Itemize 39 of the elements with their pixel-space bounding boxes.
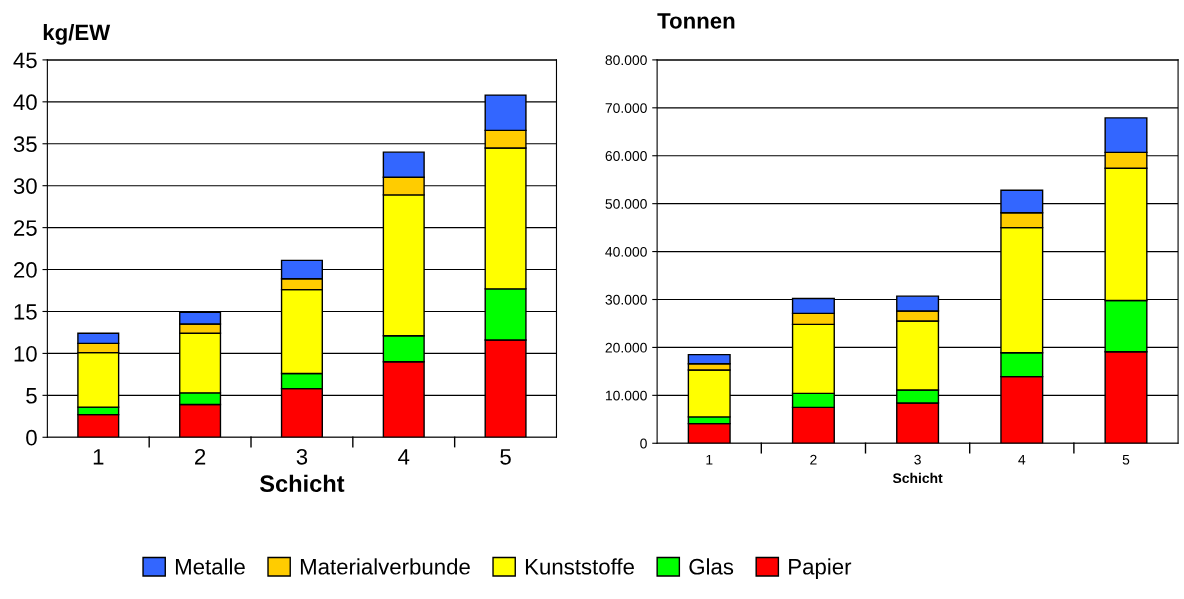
- y-tick-label: 40: [13, 94, 37, 111]
- y-tick-label: 20: [14, 262, 37, 278]
- y-tick-label: 10.000: [605, 390, 647, 401]
- y-tick-label: 15: [14, 304, 37, 320]
- legend-label: Glas: [689, 558, 734, 575]
- x-axis-title: Schicht: [892, 472, 943, 484]
- y-tick-label: 5: [26, 388, 37, 404]
- y-tick-label: 20.000: [605, 342, 647, 353]
- x-tick-label: 1: [706, 454, 713, 465]
- x-tick-label: 2: [195, 448, 206, 465]
- bar: [687, 422, 731, 444]
- y-tick-label: 30: [13, 178, 37, 194]
- y-tick-label: 45: [13, 52, 37, 69]
- x-tick-label: 4: [1018, 454, 1026, 465]
- y-tick-label: 30.000: [605, 294, 647, 305]
- x-tick-label: 2: [810, 454, 817, 465]
- y-tick-label: 0: [640, 438, 647, 449]
- y-axis-title: Tonnen: [657, 13, 735, 29]
- y-tick-label: 60.000: [605, 151, 647, 161]
- legend-label: Materialverbunde: [300, 558, 470, 575]
- y-tick-label: 80.000: [605, 55, 647, 66]
- x-tick-label: 1: [93, 449, 104, 465]
- x-tick-label: 3: [296, 448, 308, 465]
- y-tick-label: 10: [14, 345, 37, 362]
- y-tick-label: 0: [26, 429, 37, 446]
- x-tick-label: 5: [1122, 454, 1130, 465]
- y-tick-label: 70.000: [605, 103, 647, 113]
- legend-label: Metalle: [175, 558, 245, 575]
- y-tick-label: 40.000: [605, 246, 647, 257]
- legend-label: Kunststoffe: [525, 558, 634, 575]
- x-tick-label: 4: [398, 449, 410, 465]
- y-tick-label: 25: [14, 220, 37, 236]
- x-tick-label: 3: [914, 454, 921, 465]
- x-axis-title: Schicht: [259, 474, 345, 492]
- y-tick-label: 50.000: [605, 198, 647, 209]
- legend-label: Papier: [789, 558, 852, 579]
- y-tick-label: 35: [13, 136, 37, 153]
- y-axis-title: kg/EW: [43, 23, 111, 45]
- x-tick-label: 5: [500, 449, 511, 465]
